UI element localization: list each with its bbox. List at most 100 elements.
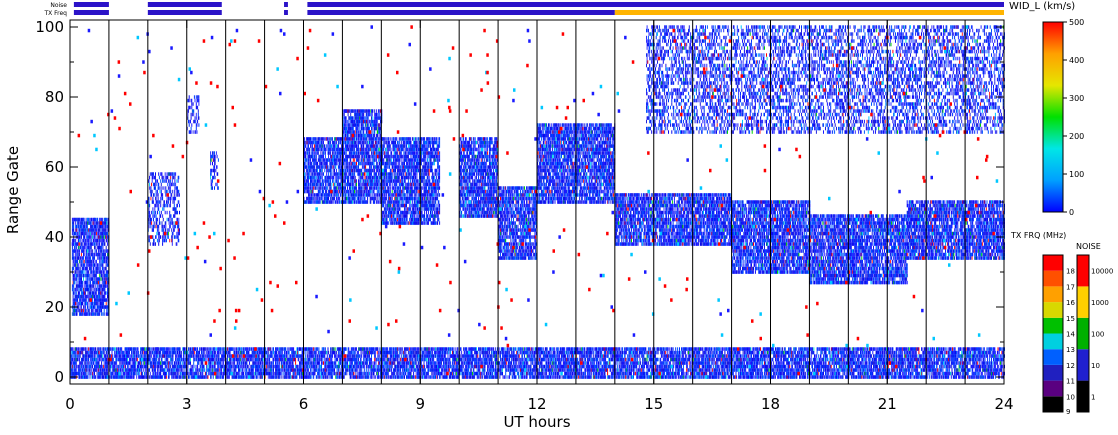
echo-cell bbox=[389, 190, 390, 194]
echo-cell bbox=[88, 305, 89, 309]
echo-cell bbox=[80, 263, 81, 267]
echo-cell bbox=[75, 281, 76, 285]
echo-cell bbox=[361, 130, 362, 134]
echo-cell bbox=[344, 151, 345, 155]
echo-cell bbox=[163, 176, 164, 180]
echo-cell bbox=[86, 253, 87, 256]
echo-cell bbox=[152, 214, 153, 218]
echo-cell bbox=[158, 183, 159, 187]
echo-cell bbox=[151, 211, 152, 215]
echo-cell bbox=[215, 176, 216, 180]
echo-cell bbox=[321, 162, 322, 166]
echo-cell bbox=[153, 172, 154, 176]
echo-cell bbox=[91, 288, 92, 292]
echo-cell bbox=[177, 204, 178, 208]
echo-cell bbox=[150, 225, 151, 229]
echo-cell bbox=[90, 291, 91, 295]
echo-cell bbox=[385, 137, 386, 141]
echo-cell bbox=[315, 172, 316, 176]
echo-cell bbox=[166, 239, 167, 243]
echo-cell bbox=[93, 309, 94, 313]
echo-cell bbox=[332, 179, 333, 183]
echo-cell bbox=[73, 288, 74, 292]
echo-cell bbox=[331, 183, 332, 187]
echo-cell bbox=[169, 179, 170, 183]
echo-cell bbox=[77, 274, 78, 278]
echo-cell bbox=[149, 207, 150, 211]
echo-cell bbox=[154, 214, 155, 218]
echo-cell bbox=[389, 165, 390, 169]
echo-cell bbox=[92, 253, 93, 256]
echo-cell bbox=[178, 193, 179, 197]
echo-cell bbox=[162, 172, 163, 176]
echo-cell bbox=[99, 263, 100, 267]
echo-cell bbox=[153, 242, 154, 246]
echo-cell bbox=[383, 162, 384, 166]
echo-cell bbox=[332, 151, 333, 155]
echo-cell bbox=[91, 221, 92, 225]
echo-cell bbox=[177, 211, 178, 215]
echo-cell bbox=[397, 207, 398, 211]
echo-cell bbox=[104, 225, 105, 229]
echo-cell bbox=[84, 249, 85, 253]
echo-cell bbox=[311, 172, 312, 176]
echo-cell bbox=[374, 144, 375, 148]
echo-cell bbox=[95, 246, 96, 250]
echo-cell bbox=[88, 239, 89, 243]
echo-cell bbox=[320, 151, 321, 155]
echo-cell bbox=[160, 186, 161, 190]
echo-cell bbox=[178, 225, 179, 229]
echo-cell bbox=[391, 218, 392, 222]
echo-cell bbox=[322, 186, 323, 190]
echo-cell bbox=[322, 197, 323, 201]
echo-cell bbox=[217, 183, 218, 187]
echo-cell bbox=[80, 232, 81, 236]
echo-cell bbox=[156, 179, 157, 183]
echo-cell bbox=[158, 204, 159, 208]
echo-cell bbox=[83, 309, 84, 313]
echo-cell bbox=[370, 113, 371, 117]
echo-cell bbox=[158, 207, 159, 211]
echo-cell bbox=[81, 253, 82, 256]
echo-cell bbox=[192, 113, 193, 117]
echo-cell bbox=[165, 225, 166, 229]
echo-cell bbox=[315, 169, 316, 173]
echo-cell bbox=[362, 183, 363, 187]
echo-cell bbox=[339, 165, 340, 169]
echo-cell bbox=[84, 225, 85, 229]
echo-cell bbox=[355, 134, 356, 138]
echo-cell bbox=[179, 228, 180, 232]
echo-cell bbox=[87, 256, 88, 260]
echo-cell bbox=[374, 134, 375, 138]
echo-cell bbox=[155, 176, 156, 180]
echo-cell bbox=[168, 186, 169, 190]
echo-cell bbox=[338, 172, 339, 176]
echo-cell bbox=[91, 267, 92, 271]
echo-cell bbox=[191, 99, 192, 103]
echo-cell bbox=[86, 298, 87, 302]
echo-cell bbox=[167, 211, 168, 215]
echo-cell bbox=[97, 221, 98, 225]
echo-cell bbox=[320, 193, 321, 197]
echo-cell bbox=[323, 137, 324, 141]
echo-cell bbox=[305, 144, 306, 148]
echo-cell bbox=[87, 225, 88, 229]
echo-cell bbox=[347, 158, 348, 162]
echo-cell bbox=[167, 183, 168, 187]
echo-cell bbox=[341, 158, 342, 162]
echo-cell bbox=[322, 162, 323, 166]
echo-cell bbox=[171, 214, 172, 218]
echo-cell bbox=[211, 183, 212, 187]
echo-cell bbox=[83, 267, 84, 271]
echo-cell bbox=[394, 186, 395, 190]
echo-cell bbox=[368, 123, 369, 127]
echo-cell bbox=[156, 232, 157, 236]
echo-cell bbox=[346, 123, 347, 127]
echo-cell bbox=[352, 200, 353, 204]
echo-cell bbox=[155, 211, 156, 215]
echo-cell bbox=[331, 169, 332, 173]
echo-cell bbox=[368, 183, 369, 187]
echo-cell bbox=[320, 176, 321, 180]
echo-cell bbox=[394, 204, 395, 208]
